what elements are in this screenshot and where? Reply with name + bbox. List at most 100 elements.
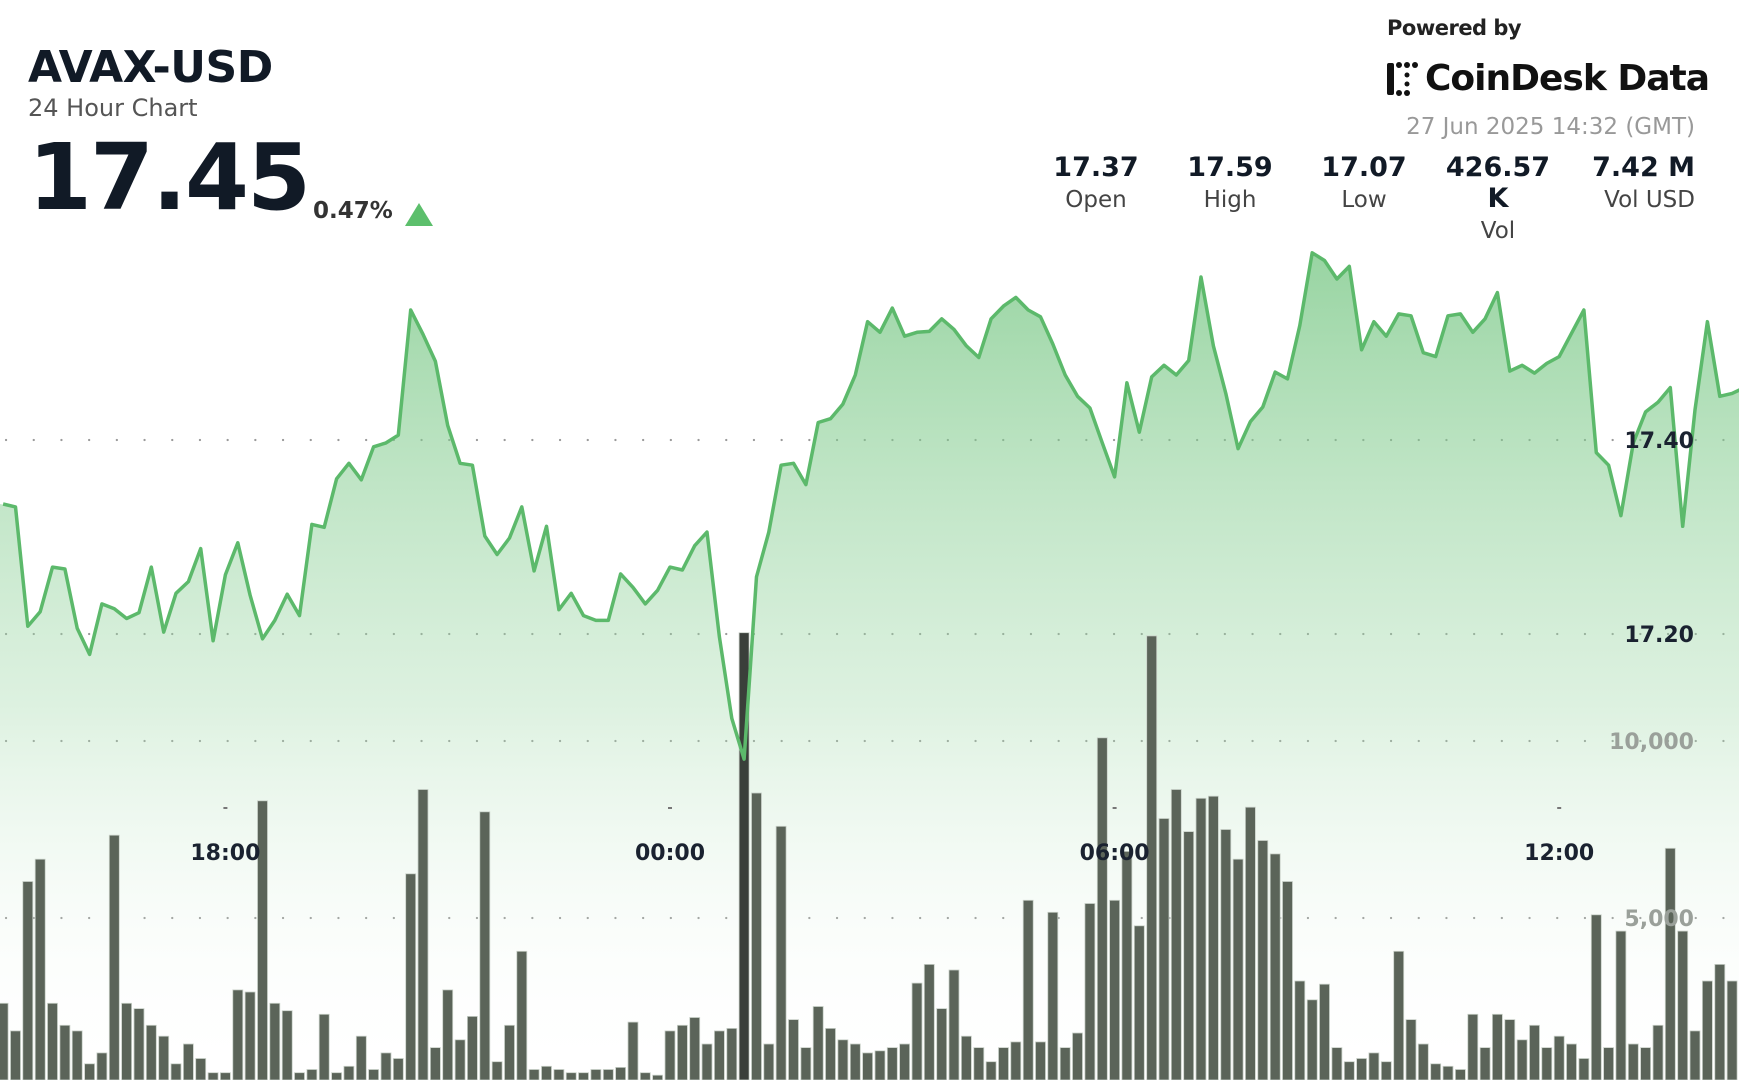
volume-bar — [1257, 840, 1269, 1080]
volume-bar — [417, 789, 429, 1080]
volume-bar — [1726, 980, 1738, 1080]
volume-bar — [294, 1072, 305, 1080]
volume-bar — [714, 1030, 725, 1080]
volume-bar — [1590, 914, 1602, 1080]
volume-bar — [84, 1063, 95, 1080]
time-tick-label: 00:00 — [635, 841, 705, 866]
stat-value: 17.37 — [1053, 152, 1139, 183]
volume-bar — [1183, 831, 1195, 1080]
stat-label: Open — [1065, 187, 1127, 213]
stat-vol: 426.57 K Vol — [1431, 152, 1565, 244]
volume-bar — [775, 825, 787, 1080]
volume-bar — [1022, 899, 1034, 1080]
volume-bar — [1010, 1041, 1022, 1080]
chart-subtitle: 24 Hour Chart — [28, 94, 198, 122]
volume-bar — [837, 1039, 849, 1080]
volume-bar — [936, 1008, 948, 1080]
price-area-fill — [0, 252, 1739, 1080]
volume-bar — [973, 1047, 985, 1080]
volume-bar — [726, 1028, 738, 1080]
volume-bar — [269, 1002, 281, 1080]
volume-bar — [108, 834, 120, 1080]
volume-bar — [318, 1013, 330, 1080]
volume-bar — [652, 1074, 663, 1080]
volume-bar — [1368, 1052, 1380, 1080]
volume-bar — [1516, 1039, 1528, 1080]
volume-bar — [454, 1039, 466, 1080]
volume-bar — [788, 1019, 799, 1080]
volume-bar — [615, 1067, 626, 1080]
stat-low: 17.07 Low — [1297, 152, 1431, 244]
volume-bar — [479, 811, 491, 1080]
stats-panel: 17.37 Open 17.59 High 17.07 Low 426.57 K Vol… — [1029, 152, 1695, 244]
volume-bar — [1430, 1063, 1442, 1080]
price-tick-label: 17.40 — [1624, 429, 1694, 454]
volume-bar — [257, 800, 268, 1080]
volume-bar — [1578, 1058, 1590, 1080]
volume-bar — [47, 1002, 58, 1080]
volume-bar — [1393, 950, 1405, 1080]
volume-bar — [1492, 1013, 1503, 1080]
volume-bar — [182, 1043, 194, 1080]
volume-bar — [59, 1024, 71, 1080]
volume-bar — [1146, 635, 1158, 1080]
volume-bar — [281, 1010, 293, 1080]
stat-high: 17.59 High — [1163, 152, 1297, 244]
volume-bar — [1714, 964, 1726, 1080]
volume-bar — [1504, 1019, 1516, 1080]
volume-bar — [1195, 797, 1207, 1080]
volume-bar — [1245, 806, 1256, 1080]
price-tick-label: 17.20 — [1624, 623, 1694, 648]
volume-bar — [1356, 1058, 1367, 1080]
volume-tick-label: 10,000 — [1609, 730, 1694, 755]
axis-labels: 17.40 17.20 10,000 5,000 18:00 00:00 06:00 12:0… — [3, 252, 1733, 932]
stat-value: 426.57 K — [1445, 152, 1551, 214]
volume-bar — [689, 1017, 701, 1080]
stat-label: High — [1203, 187, 1257, 213]
volume-bar — [1677, 930, 1689, 1080]
volume-bar — [812, 1006, 824, 1080]
volume-bar — [1121, 851, 1133, 1080]
volume-bar — [664, 1030, 676, 1080]
volume-bar — [1072, 1032, 1083, 1080]
stat-value: 17.07 — [1321, 152, 1407, 183]
volume-bar — [1035, 1041, 1046, 1080]
volume-bar — [763, 1043, 775, 1080]
volume-bar — [602, 1069, 614, 1080]
volume-bar — [71, 1030, 83, 1080]
volume-bar — [886, 1047, 898, 1080]
volume-bar — [911, 982, 923, 1080]
stat-label: Vol — [1480, 218, 1516, 244]
volume-bar — [1442, 1065, 1454, 1080]
volume-bar — [1084, 903, 1096, 1080]
volume-bar — [825, 1028, 836, 1080]
volume-bar — [170, 1063, 182, 1080]
volume-bar — [701, 1043, 713, 1080]
time-tick-label: 18:00 — [190, 841, 260, 866]
volume-bar — [1343, 1061, 1355, 1080]
volume-bar — [195, 1058, 207, 1080]
volume-bar — [1467, 1013, 1479, 1080]
volume-bar — [528, 1069, 540, 1080]
volume-bar — [207, 1072, 219, 1080]
volume-bar — [1380, 1061, 1392, 1080]
stat-label: Low — [1341, 187, 1387, 213]
volume-bar — [1220, 829, 1232, 1080]
stat-value: 7.42 M — [1592, 152, 1695, 183]
volume-bar — [862, 1052, 873, 1080]
price-change-percent: 0.47% — [313, 198, 393, 224]
volume-bar — [1170, 789, 1182, 1080]
volume-bar — [504, 1024, 515, 1080]
volume-bar — [1059, 1047, 1071, 1080]
coindesk-data-logo: CoinDesk Data — [1385, 58, 1710, 99]
volume-bar — [1702, 980, 1713, 1080]
volume-bar — [899, 1043, 910, 1080]
volume-bar — [96, 1052, 108, 1080]
volume-bar — [306, 1069, 318, 1080]
volume-bar — [133, 1008, 145, 1080]
volume-bar — [1306, 999, 1318, 1080]
volume-bar — [368, 1069, 380, 1080]
volume-bar — [751, 792, 762, 1080]
time-tick-label: 06:00 — [1080, 841, 1150, 866]
